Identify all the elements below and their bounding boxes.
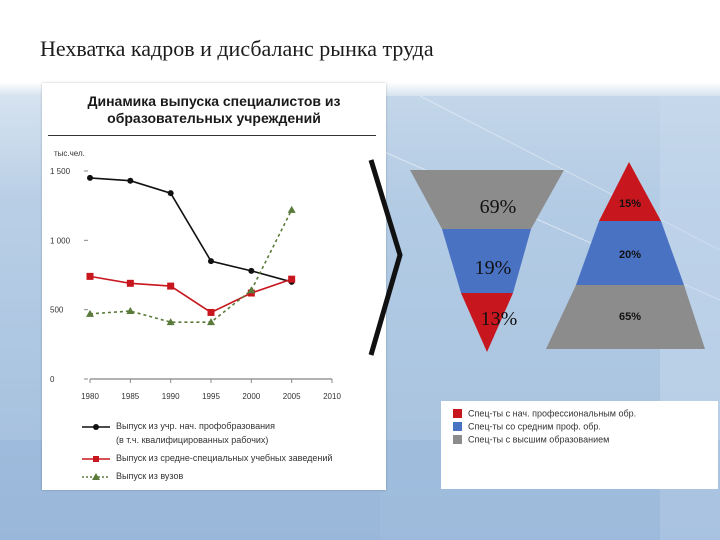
legend-swatch-red-icon — [453, 409, 462, 419]
pyramid-legend: Спец-ты с нач. профессиональным обр. Спе… — [441, 401, 718, 489]
series-2-point — [167, 282, 175, 290]
legend-marker-triangle-icon — [82, 473, 110, 480]
legend-label-series-3: Выпуск из вузов — [116, 471, 184, 481]
y-axis-unit-label: тыс.чел. — [54, 149, 85, 158]
legend-item-series-2: Выпуск из средне-специальных учебных зав… — [82, 453, 382, 465]
line-chart-legend: Выпуск из учр. нач. профобразования (в т… — [82, 421, 382, 485]
series-3-point — [287, 205, 296, 213]
line-chart: 1 500 1 000 500 0 тыс.чел. 1980 1985 1990 1995 20… — [50, 149, 341, 401]
x-tick-label: 2010 — [323, 392, 341, 401]
x-tick-label: 2000 — [242, 392, 260, 401]
inverted-triangle-label-3: 13% — [481, 308, 518, 330]
pyramid-legend-label-2: Спец-ты со средним проф. обр. — [468, 421, 601, 432]
chart-title-line1: Динамика выпуска специалистов из — [87, 93, 341, 109]
chart-title: Динамика выпуска специалистов из образов… — [42, 93, 386, 127]
pyramid-legend-item-2: Спец-ты со средним проф. обр. — [453, 421, 601, 432]
legend-item-series-1-cont: (в т.ч. квалифицированных рабочих) — [82, 435, 382, 447]
inverted-triangle-band-3 — [461, 293, 513, 352]
series-3-point — [166, 318, 175, 326]
series-1-point — [248, 267, 255, 274]
series-3-point — [247, 286, 256, 294]
legend-label-series-2: Выпуск из средне-специальных учебных зав… — [116, 453, 333, 463]
pyramid-legend-label-3: Спец-ты с высшим образованием — [468, 434, 610, 445]
chart-title-rule — [48, 135, 376, 136]
pyramid-band-3 — [546, 285, 705, 349]
series-1-point — [167, 190, 174, 197]
pyramid-legend-label-1: Спец-ты с нач. профессиональным обр. — [468, 408, 637, 419]
pyramid-label-3: 65% — [619, 311, 641, 323]
pyramid-label-2: 20% — [619, 249, 641, 261]
series-1-point — [87, 174, 93, 181]
series-3-point — [86, 309, 94, 317]
y-tick-label: 1 000 — [50, 236, 71, 245]
slide-title: Нехватка кадров и дисбаланс рынка труда — [40, 36, 434, 61]
series-3-point — [207, 318, 215, 326]
series-2-point — [288, 275, 296, 283]
legend-label-series-1-line2: (в т.ч. квалифицированных рабочих) — [116, 435, 269, 445]
x-tick-label: 1995 — [202, 392, 220, 401]
series-1-line — [89, 177, 292, 283]
inverted-triangle-band-1 — [410, 170, 564, 229]
legend-swatch-blue-icon — [453, 422, 462, 432]
y-tick-label: 500 — [50, 306, 64, 315]
line-chart-panel: Динамика выпуска специалистов из образов… — [42, 83, 386, 490]
series-3-point — [126, 307, 135, 315]
inverted-triangle-band-2 — [442, 229, 531, 293]
legend-marker-circle-icon — [82, 424, 110, 430]
legend-swatch-gray-icon — [453, 435, 462, 445]
inverted-triangle-label-1: 69% — [480, 196, 517, 218]
y-tick-label: 1 500 — [50, 167, 71, 176]
y-tick-label: 0 — [50, 375, 55, 384]
series-2-point — [207, 308, 215, 316]
pyramid-label-1: 15% — [619, 198, 641, 210]
x-tick-label: 1980 — [81, 392, 99, 401]
legend-marker-square-icon — [82, 456, 110, 462]
x-tick-label: 1985 — [121, 392, 139, 401]
x-tick-label: 2005 — [283, 392, 301, 401]
pyramid-band-1 — [599, 162, 661, 221]
legend-label-series-1: Выпуск из учр. нач. профобразования — [116, 421, 275, 431]
series-1-point — [127, 177, 134, 184]
series-1-point — [208, 258, 214, 265]
pyramid-legend-item-3: Спец-ты с высшим образованием — [453, 434, 609, 445]
pyramid-band-2 — [576, 221, 684, 285]
inverted-triangle-label-2: 19% — [475, 257, 512, 279]
series-2-point — [126, 279, 134, 287]
legend-item-series-1: Выпуск из учр. нач. профобразования — [82, 421, 382, 433]
series-2-line — [89, 275, 292, 314]
chart-title-line2: образовательных учреждений — [107, 110, 321, 126]
series-3-line — [89, 209, 293, 323]
series-2-point — [86, 272, 94, 280]
pyramid-legend-item-1: Спец-ты с нач. профессиональным обр. — [453, 408, 636, 419]
legend-item-series-3: Выпуск из вузов — [82, 471, 382, 483]
x-tick-label: 1990 — [162, 392, 180, 401]
